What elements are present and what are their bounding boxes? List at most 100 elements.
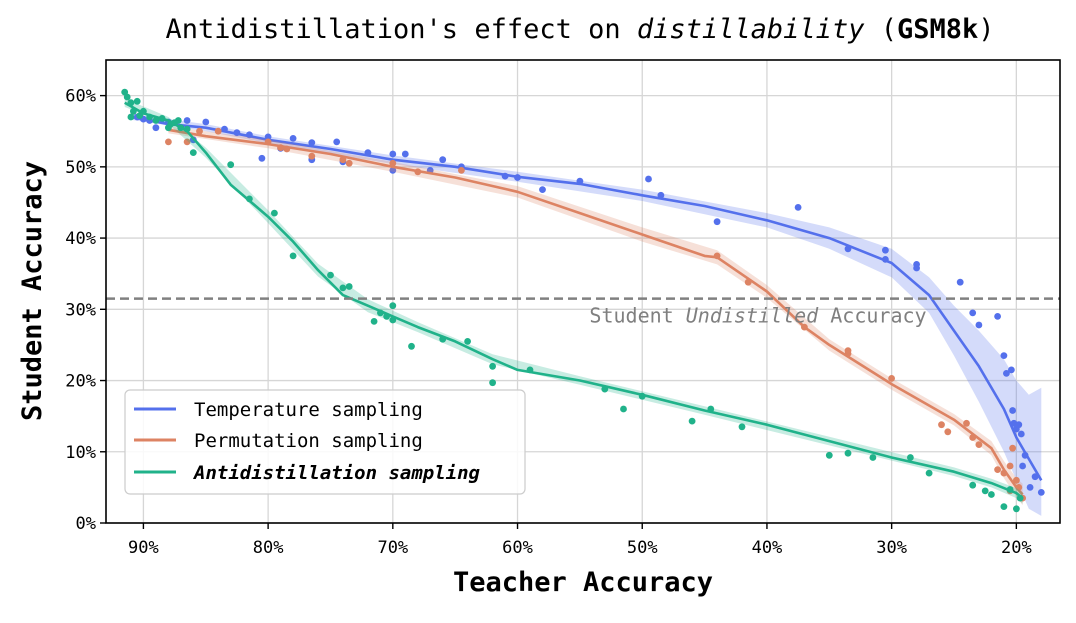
data-point bbox=[221, 125, 228, 133]
data-point bbox=[501, 172, 509, 180]
x-tick-label: 20% bbox=[1001, 538, 1032, 558]
data-point bbox=[882, 246, 889, 254]
data-point bbox=[1008, 366, 1015, 374]
data-point bbox=[645, 175, 652, 183]
data-point bbox=[1000, 352, 1008, 359]
data-point bbox=[283, 145, 291, 153]
series-layer bbox=[121, 88, 1045, 516]
legend-label-permutation: Permutation sampling bbox=[194, 430, 423, 452]
data-point bbox=[1000, 469, 1008, 477]
data-point bbox=[713, 252, 721, 260]
data-point bbox=[271, 209, 278, 217]
data-point bbox=[657, 191, 665, 199]
data-point bbox=[913, 264, 920, 272]
data-point bbox=[1013, 476, 1020, 484]
data-point bbox=[196, 127, 203, 135]
data-point bbox=[289, 252, 297, 260]
data-point bbox=[258, 154, 266, 162]
data-point bbox=[127, 113, 135, 121]
data-point bbox=[1006, 462, 1014, 470]
data-point bbox=[844, 347, 852, 354]
data-point bbox=[526, 366, 534, 374]
data-point bbox=[277, 144, 284, 152]
data-point bbox=[152, 124, 160, 132]
trend-line bbox=[130, 115, 1043, 481]
chart-title: Antidistillation's effect on distillabil… bbox=[165, 14, 994, 45]
data-point bbox=[439, 335, 447, 343]
data-point bbox=[944, 428, 952, 436]
data-point bbox=[1000, 503, 1008, 510]
data-point bbox=[389, 159, 397, 167]
x-tick-label: 50% bbox=[627, 538, 658, 558]
data-point bbox=[408, 342, 415, 350]
data-point bbox=[744, 278, 752, 286]
series-1 bbox=[165, 126, 1026, 506]
data-point bbox=[489, 379, 496, 387]
data-point bbox=[938, 421, 945, 429]
data-point bbox=[383, 313, 390, 320]
data-point bbox=[308, 152, 316, 160]
data-point bbox=[152, 117, 160, 124]
data-point bbox=[1031, 473, 1039, 481]
data-point bbox=[308, 139, 316, 147]
data-point bbox=[638, 392, 646, 400]
data-point bbox=[202, 118, 210, 126]
y-tick-label: 50% bbox=[65, 158, 96, 178]
data-point bbox=[713, 218, 721, 226]
data-point bbox=[969, 309, 977, 317]
x-tick-label: 70% bbox=[377, 538, 408, 558]
legend-label-temperature: Temperature sampling bbox=[194, 399, 423, 421]
data-point bbox=[1026, 484, 1034, 491]
data-point bbox=[956, 278, 964, 286]
trend-line bbox=[124, 101, 1024, 500]
y-tick-label: 40% bbox=[65, 229, 96, 249]
data-point bbox=[969, 434, 977, 441]
data-point bbox=[825, 451, 833, 459]
data-point bbox=[458, 167, 465, 174]
title-part-3: ( bbox=[864, 14, 897, 45]
data-point bbox=[1021, 451, 1029, 459]
data-point bbox=[214, 127, 222, 135]
data-point bbox=[165, 138, 172, 146]
data-point bbox=[988, 491, 995, 498]
data-point bbox=[1003, 370, 1010, 377]
data-point bbox=[1016, 494, 1024, 502]
data-point bbox=[489, 362, 496, 370]
data-point bbox=[1013, 505, 1020, 513]
data-point bbox=[227, 161, 235, 169]
data-point bbox=[345, 159, 353, 167]
data-point bbox=[327, 271, 334, 279]
data-point bbox=[1009, 407, 1016, 414]
data-point bbox=[246, 131, 253, 139]
x-tick-label: 60% bbox=[502, 538, 533, 558]
data-point bbox=[801, 323, 808, 331]
plot-frame bbox=[105, 59, 1061, 524]
legend-label-antidistillation: Antidistillation sampling bbox=[192, 462, 481, 484]
data-point bbox=[389, 316, 397, 324]
data-point bbox=[1019, 462, 1026, 470]
reference-label-part: Student bbox=[589, 304, 685, 328]
trend-line bbox=[168, 128, 1024, 496]
data-point bbox=[601, 385, 609, 393]
data-point bbox=[345, 283, 353, 290]
data-point bbox=[869, 454, 877, 461]
data-point bbox=[414, 168, 422, 176]
data-point bbox=[183, 138, 191, 146]
data-point bbox=[233, 129, 241, 137]
data-point bbox=[439, 156, 447, 164]
data-point bbox=[576, 177, 584, 185]
data-point bbox=[370, 318, 378, 325]
data-point bbox=[389, 150, 397, 158]
data-point bbox=[130, 107, 137, 115]
data-point bbox=[975, 321, 983, 329]
data-point bbox=[907, 454, 914, 461]
data-point bbox=[1015, 484, 1023, 491]
data-point bbox=[994, 313, 1001, 320]
legend: Temperature sampling Permutation samplin… bbox=[124, 389, 526, 495]
data-point bbox=[127, 99, 135, 107]
data-point bbox=[981, 487, 989, 495]
data-point bbox=[1015, 421, 1023, 429]
data-point bbox=[401, 150, 409, 158]
y-tick-label: 30% bbox=[65, 300, 96, 320]
